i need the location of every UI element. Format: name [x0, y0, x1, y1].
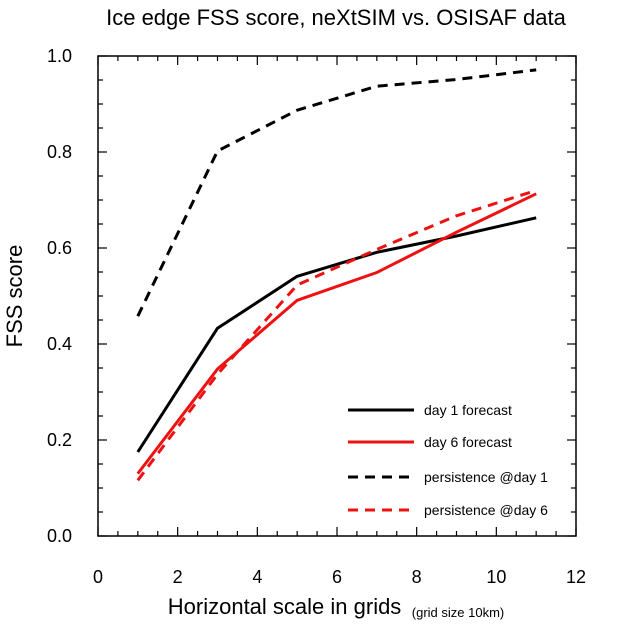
y-tick-label: 0.4	[47, 334, 72, 354]
x-tick-label: 10	[486, 567, 506, 587]
series-line-1	[136, 216, 537, 453]
x-axis-label: Horizontal scale in grids (grid size 10k…	[168, 594, 504, 620]
legend-label: day 1 forecast	[424, 402, 512, 418]
plot-frame	[97, 55, 577, 537]
series-layer	[136, 68, 537, 482]
y-tick-label: 0.2	[47, 430, 72, 450]
axes-layer: 0 2 4 6 8 10 12 0.0 0.2 0.4 0.6 0.8 1.0	[47, 46, 586, 587]
y-tick-label: 0.8	[47, 142, 72, 162]
x-tick-label: 6	[332, 567, 342, 587]
series-line-4	[136, 188, 537, 482]
y-tick-label: 0.0	[47, 526, 72, 546]
x-tick-label: 4	[252, 567, 262, 587]
x-tick-label: 12	[566, 567, 586, 587]
y-tick-label: 1.0	[47, 46, 72, 66]
legend-label: persistence @day 1	[424, 469, 548, 485]
legend-label: persistence @day 6	[424, 502, 548, 518]
legend-label: day 6 forecast	[424, 434, 512, 450]
y-axis-label: FSS score	[2, 245, 27, 348]
chart-title: Ice edge FSS score, neXtSIM vs. OSISAF d…	[106, 5, 567, 30]
x-tick-label: 0	[93, 567, 103, 587]
x-tick-label: 2	[173, 567, 183, 587]
x-tick-label: 8	[412, 567, 422, 587]
legend: day 1 forecast day 6 forecast persistence …	[348, 402, 548, 518]
y-tick-label: 0.6	[47, 238, 72, 258]
series-line-3	[136, 68, 537, 317]
x-axis-label-main: Horizontal scale in grids	[168, 594, 402, 619]
x-axis-label-note: (grid size 10km)	[412, 605, 504, 620]
series-line-2	[136, 192, 537, 475]
